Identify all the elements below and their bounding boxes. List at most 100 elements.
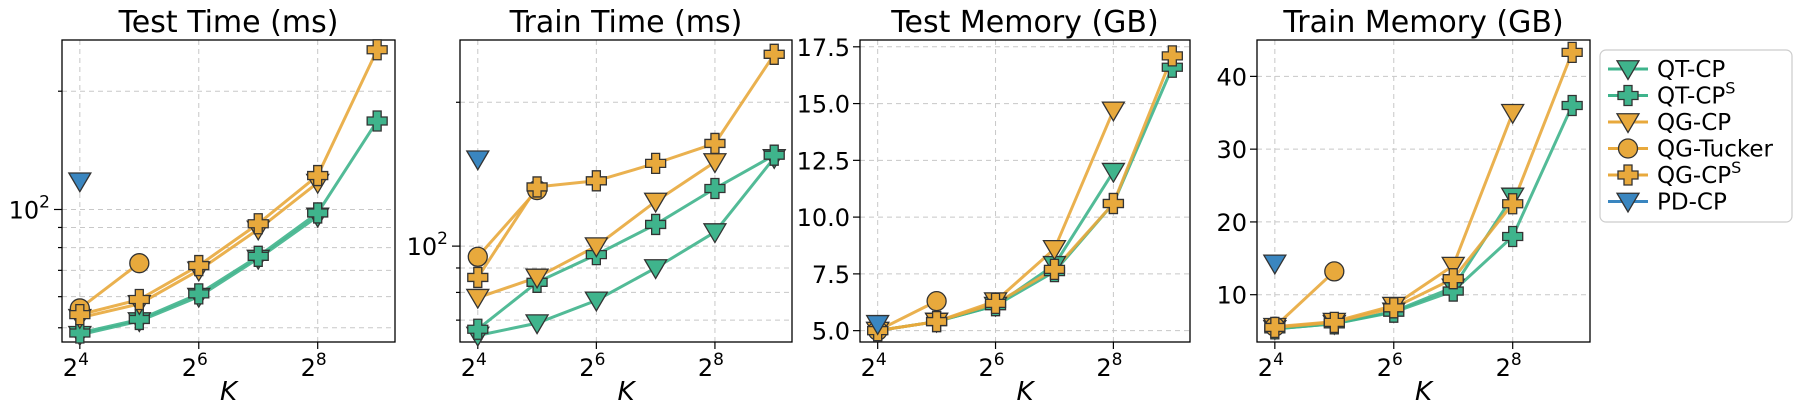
data-point	[69, 303, 91, 326]
x-axis-label: K	[1415, 377, 1434, 407]
legend-marker	[1617, 138, 1639, 159]
data-point	[307, 202, 329, 224]
chart-panel-3: Test Memory (GB) 24 26 28 K 5.0 7.5 10.0 12.5 15.…	[797, 5, 1191, 407]
x-tick-label: 26	[579, 350, 605, 382]
chart-panel-1: Test Time (ms) 24 26 28 K 102	[9, 5, 396, 407]
data-point	[763, 43, 785, 65]
chart-panel-2: Train Time (ms) 24 26 28 K 102	[407, 5, 793, 407]
data-point	[585, 170, 608, 192]
x-tick-label: 24	[63, 350, 89, 382]
data-point	[128, 288, 150, 311]
data-point	[984, 292, 1007, 315]
axes-frame	[61, 39, 396, 343]
chart-title: Train Memory (GB)	[1282, 5, 1563, 40]
series-line	[877, 299, 938, 332]
legend-marker	[1615, 113, 1641, 134]
series-line	[1274, 104, 1574, 331]
y-tick-label: 20	[1216, 209, 1247, 237]
data-point	[129, 253, 150, 274]
x-tick-label: 26	[1377, 350, 1403, 382]
data-point	[865, 314, 890, 336]
y-tick-label: 7.5	[812, 261, 850, 289]
legend-label: QG-Tucker	[1657, 137, 1774, 163]
data-point	[584, 237, 609, 258]
legend-label: QT-CP	[1657, 57, 1725, 83]
data-point	[702, 153, 728, 174]
legend-marker	[1615, 192, 1641, 214]
data-point	[128, 308, 150, 331]
chart-title: Test Time (ms)	[118, 5, 339, 40]
legend-label: QT-CPS	[1657, 79, 1735, 110]
data-point	[247, 213, 269, 235]
data-point	[1324, 261, 1345, 282]
x-tick-label: 26	[182, 350, 208, 382]
y-tick-label: 5.0	[812, 318, 850, 346]
legend-marker	[1615, 60, 1641, 81]
data-point	[1383, 297, 1405, 319]
data-point	[1262, 254, 1287, 276]
legend-label: QG-CP	[1657, 110, 1731, 136]
data-point	[1441, 256, 1466, 278]
legend-box	[1599, 49, 1793, 223]
data-point	[644, 213, 667, 236]
series-line	[79, 120, 379, 335]
y-tick-label: 17.5	[797, 34, 850, 62]
data-point	[1042, 240, 1067, 261]
data-point	[1561, 94, 1583, 117]
legend-label: PD-CP	[1657, 190, 1727, 216]
data-point	[702, 223, 728, 244]
axes-frame	[459, 39, 793, 343]
data-point	[1502, 193, 1524, 215]
data-point	[67, 172, 92, 193]
x-tick-label: 28	[301, 350, 327, 382]
data-point	[925, 310, 948, 333]
chart-title: Train Time (ms)	[509, 5, 743, 40]
data-point	[704, 132, 726, 155]
data-point	[467, 246, 488, 267]
data-point	[467, 318, 489, 340]
axes-frame	[1256, 39, 1591, 343]
x-tick-label: 24	[461, 350, 487, 382]
data-point	[1500, 103, 1525, 125]
series-line	[476, 153, 775, 331]
series-line	[877, 66, 1174, 333]
x-axis-label: K	[1016, 377, 1035, 407]
x-tick-label: 24	[1258, 350, 1284, 382]
data-point	[1161, 45, 1183, 67]
x-tick-label: 28	[1096, 350, 1122, 382]
data-point	[926, 290, 947, 312]
y-tick-label: 10	[1216, 282, 1247, 310]
series-line	[78, 262, 141, 310]
series-line	[1273, 270, 1336, 328]
data-point	[465, 150, 490, 171]
data-point	[524, 268, 550, 290]
data-point	[366, 39, 388, 61]
data-point	[1442, 268, 1464, 290]
data-point	[1323, 311, 1345, 334]
y-tick-label: 10.0	[797, 204, 850, 232]
data-point	[1102, 192, 1125, 215]
x-tick-label: 26	[978, 350, 1004, 382]
series-line	[477, 156, 776, 337]
data-point	[188, 254, 210, 277]
data-point	[1502, 225, 1524, 248]
data-point	[643, 259, 668, 280]
data-point	[526, 176, 548, 198]
data-point	[1101, 101, 1126, 123]
data-point	[1043, 258, 1066, 280]
data-point	[524, 314, 550, 335]
y-tick-label: 102	[9, 192, 50, 224]
data-point	[644, 152, 667, 175]
data-point	[366, 110, 388, 132]
chart-panel-4: Train Memory (GB) 24 26 28 K 10 20 30 40	[1216, 5, 1591, 407]
y-tick-label: 12.5	[797, 147, 850, 175]
y-tick-label: 30	[1216, 136, 1247, 164]
x-axis-label: K	[220, 377, 239, 407]
data-point	[643, 192, 668, 214]
data-point	[584, 291, 609, 313]
data-point	[465, 288, 490, 310]
legend-marker	[1617, 164, 1639, 186]
x-tick-label: 28	[1496, 350, 1522, 382]
data-point	[188, 283, 210, 305]
